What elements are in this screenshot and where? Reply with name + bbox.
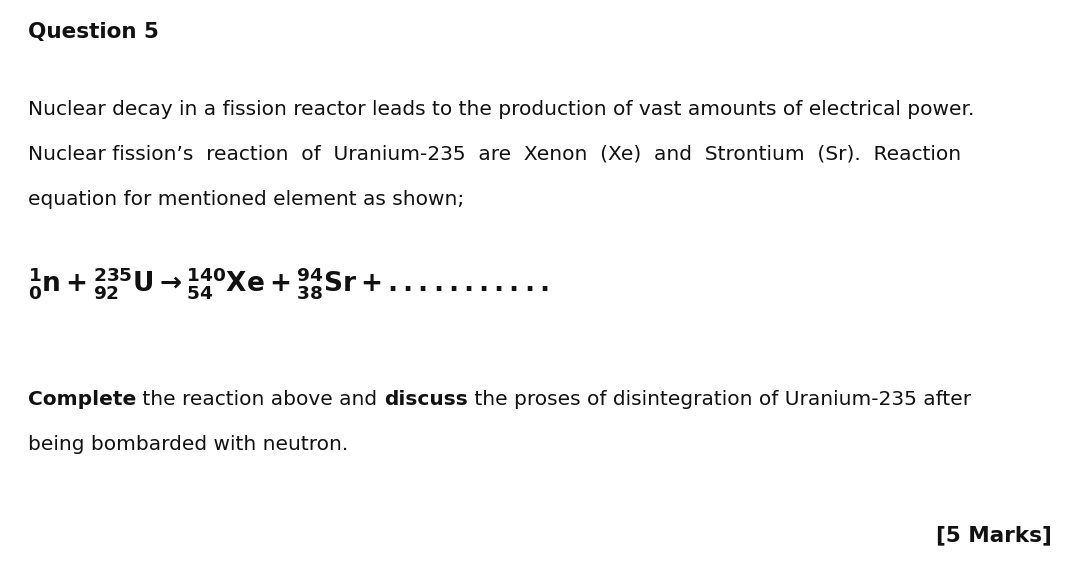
- Text: Question 5: Question 5: [28, 22, 159, 42]
- Text: Complete: Complete: [28, 390, 136, 409]
- Text: the proses of disintegration of Uranium-235 after: the proses of disintegration of Uranium-…: [468, 390, 971, 409]
- Text: Nuclear decay in a fission reactor leads to the production of vast amounts of el: Nuclear decay in a fission reactor leads…: [28, 100, 974, 119]
- Text: discuss: discuss: [383, 390, 468, 409]
- Text: [5 Marks]: [5 Marks]: [936, 525, 1052, 545]
- Text: equation for mentioned element as shown;: equation for mentioned element as shown;: [28, 190, 464, 209]
- Text: being bombarded with neutron.: being bombarded with neutron.: [28, 435, 348, 454]
- Text: $\mathbf{{}^{1}_{0}n + {}^{235}_{92}U \rightarrow {}^{140}_{54}Xe + {}^{94}_{38}: $\mathbf{{}^{1}_{0}n + {}^{235}_{92}U \r…: [28, 265, 549, 301]
- Text: Nuclear fission’s  reaction  of  Uranium-235  are  Xenon  (Xe)  and  Strontium  : Nuclear fission’s reaction of Uranium-23…: [28, 145, 961, 164]
- Text: the reaction above and: the reaction above and: [136, 390, 383, 409]
